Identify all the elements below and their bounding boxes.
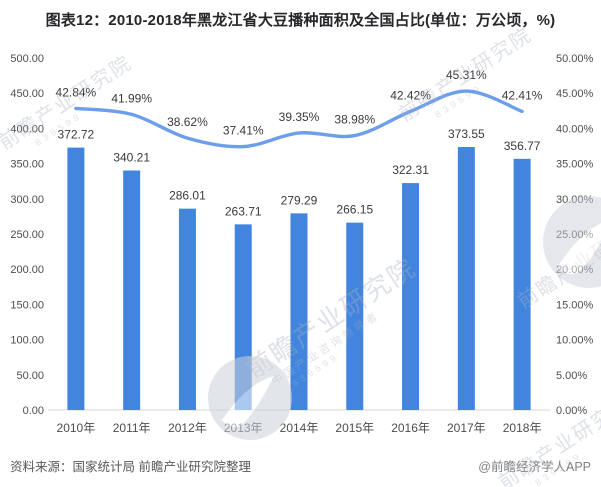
right-axis-tick: 45.00% xyxy=(556,88,594,100)
line-value-label: 37.41% xyxy=(223,124,264,138)
data-source-note: 资料来源：国家统计局 前瞻产业研究院整理 xyxy=(10,460,251,474)
right-axis-tick: 35.00% xyxy=(556,159,594,171)
bar-value-label: 263.71 xyxy=(225,204,262,218)
right-axis-tick: 10.00% xyxy=(556,335,594,347)
left-axis-tick: 450.00 xyxy=(10,88,44,100)
line-value-label: 41.99% xyxy=(111,91,152,105)
bar-value-label: 286.01 xyxy=(169,189,206,203)
x-axis-label: 2015年 xyxy=(335,421,374,435)
bar xyxy=(513,158,531,410)
x-axis-label: 2010年 xyxy=(57,421,96,435)
line-value-label: 38.62% xyxy=(167,115,208,129)
combo-chart: 500.00 450.00 400.00 350.00 300.00 250.00 200.… xyxy=(10,53,594,435)
bar-value-label: 356.77 xyxy=(504,139,541,153)
left-axis-tick: 200.00 xyxy=(10,264,44,276)
bar xyxy=(290,213,308,410)
bar-value-label: 279.29 xyxy=(281,193,318,207)
share-line xyxy=(74,89,524,149)
bar xyxy=(402,183,420,410)
chart-title: 图表12：2010-2018年黑龙江省大豆播种面积及全国占比(单位：万公顷，%) xyxy=(45,12,556,29)
bar-value-label: 322.31 xyxy=(392,163,429,177)
x-axis-label: 2012年 xyxy=(168,421,207,435)
bar-value-label: 372.72 xyxy=(58,128,95,142)
right-axis-tick: 30.00% xyxy=(556,194,594,206)
line-value-label: 45.31% xyxy=(446,68,487,82)
bar-value-label: 373.55 xyxy=(448,127,485,141)
right-axis-tick: 25.00% xyxy=(556,229,594,241)
right-axis-tick: 5.00% xyxy=(556,370,587,382)
x-axis-label: 2013年 xyxy=(224,421,263,435)
bar xyxy=(234,224,252,410)
x-axis-label: 2011年 xyxy=(113,421,151,435)
bar xyxy=(67,147,85,411)
left-axis-tick: 150.00 xyxy=(10,299,44,311)
left-axis-tick: 500.00 xyxy=(10,53,44,65)
right-axis-tick: 15.00% xyxy=(556,299,594,311)
line-value-label: 42.84% xyxy=(56,85,97,99)
bar xyxy=(346,222,364,410)
left-axis-tick: 400.00 xyxy=(10,123,44,135)
right-axis-tick: 0.00% xyxy=(556,405,587,417)
bar xyxy=(457,147,475,410)
line-value-label: 38.98% xyxy=(334,113,375,127)
bar-value-label: 340.21 xyxy=(113,150,150,164)
left-axis-tick: 350.00 xyxy=(10,159,44,171)
line-value-label: 42.42% xyxy=(390,88,431,102)
bar xyxy=(178,208,196,410)
x-axis-label: 2016年 xyxy=(391,421,430,435)
left-axis-tick: 100.00 xyxy=(10,335,44,347)
app-credit: @前瞻经济学人APP xyxy=(478,460,591,474)
x-axis-label: 2017年 xyxy=(447,421,486,435)
left-axis-tick: 300.00 xyxy=(10,194,44,206)
right-axis-tick: 40.00% xyxy=(556,123,594,135)
line-value-label: 39.35% xyxy=(279,110,320,124)
right-axis-tick: 50.00% xyxy=(556,53,594,65)
bar xyxy=(123,170,141,410)
left-axis-tick: 0.00 xyxy=(23,405,44,417)
left-axis-tick: 250.00 xyxy=(10,229,44,241)
bar-value-label: 266.15 xyxy=(336,203,373,217)
left-axis-tick: 50.00 xyxy=(16,370,44,382)
line-value-label: 42.41% xyxy=(502,88,543,102)
footer: 资料来源：国家统计局 前瞻产业研究院整理 @前瞻经济学人APP xyxy=(10,456,591,475)
right-axis-tick: 20.00% xyxy=(556,264,594,276)
x-axis-label: 2014年 xyxy=(280,421,319,435)
x-axis-label: 2018年 xyxy=(503,421,542,435)
